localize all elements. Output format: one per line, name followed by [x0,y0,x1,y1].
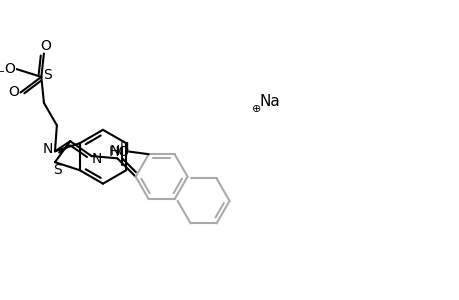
Text: N: N [109,144,119,158]
Text: N: N [43,142,53,156]
Text: O: O [8,85,19,100]
Text: S: S [43,68,51,82]
Text: N: N [92,152,102,166]
Text: ⊕: ⊕ [252,104,261,114]
Text: O: O [40,39,51,53]
Text: O: O [5,62,15,76]
Text: HO: HO [109,145,130,159]
Text: Na: Na [259,94,280,110]
Text: −: − [0,67,6,77]
Text: S: S [53,163,62,177]
Text: H: H [119,141,129,154]
